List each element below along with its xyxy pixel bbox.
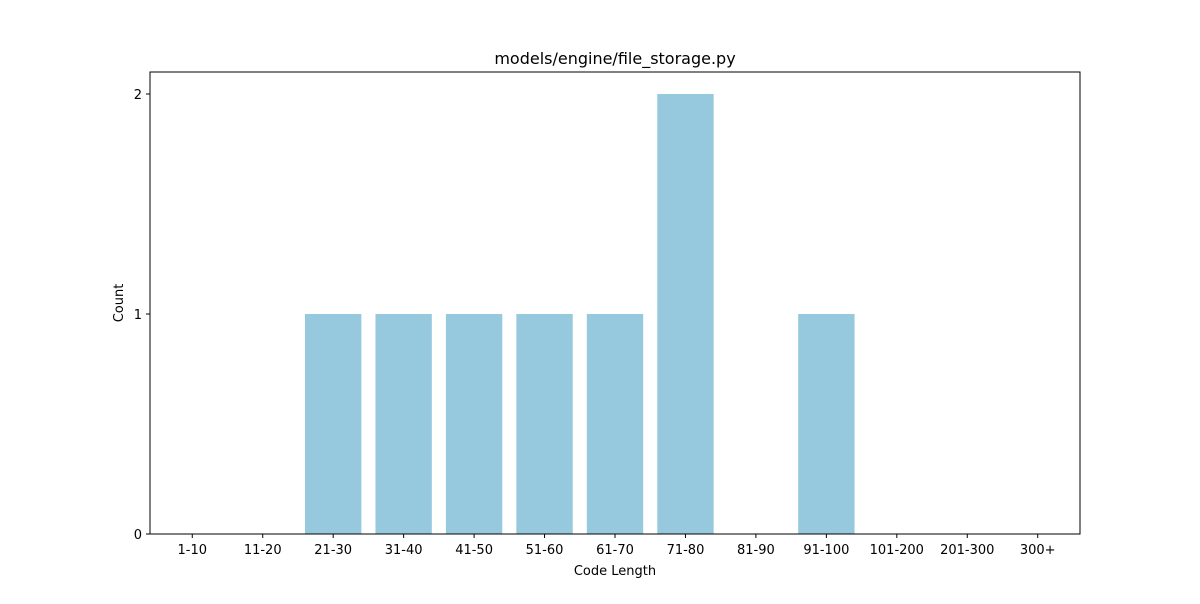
y-tick-label: 2 — [134, 88, 142, 103]
bar-71-80 — [657, 94, 714, 534]
x-axis: 1-10 11-20 21-30 31-40 41-50 51-60 61-70 71-80 8… — [178, 534, 1056, 558]
x-tick-label: 300+ — [1020, 543, 1056, 558]
x-tick-label: 41-50 — [455, 543, 493, 558]
bar-91-100 — [798, 314, 855, 534]
bar-31-40 — [375, 314, 432, 534]
x-tick-label: 51-60 — [526, 543, 564, 558]
x-tick-label: 101-200 — [870, 543, 924, 558]
y-axis: 0 1 2 — [134, 88, 150, 543]
x-tick-label: 1-10 — [178, 543, 208, 558]
x-tick-label: 81-90 — [737, 543, 775, 558]
bar-51-60 — [516, 314, 573, 534]
x-tick-label: 71-80 — [667, 543, 705, 558]
chart-title: models/engine/file_storage.py — [494, 49, 735, 69]
bars-layer — [305, 94, 855, 534]
x-tick-label: 61-70 — [596, 543, 634, 558]
x-tick-label: 201-300 — [940, 543, 994, 558]
bar-21-30 — [305, 314, 362, 534]
x-tick-label: 21-30 — [314, 543, 352, 558]
y-axis-label: Count — [112, 284, 127, 323]
bar-61-70 — [586, 314, 644, 534]
bar-41-50 — [445, 314, 503, 534]
x-tick-label: 11-20 — [244, 543, 282, 558]
x-axis-label: Code Length — [574, 564, 656, 579]
x-tick-label: 91-100 — [803, 543, 849, 558]
y-tick-label: 0 — [134, 528, 142, 543]
x-tick-label: 31-40 — [385, 543, 423, 558]
y-tick-label: 1 — [134, 308, 142, 323]
